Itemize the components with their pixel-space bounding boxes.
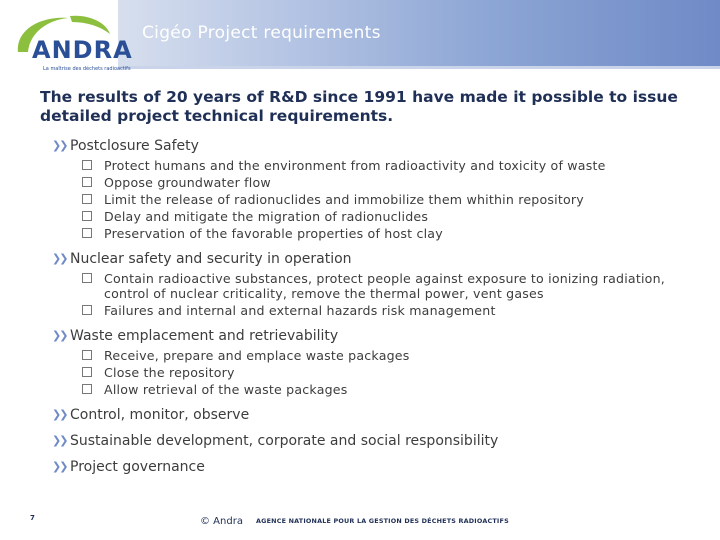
- list-item: Delay and mitigate the migration of radi…: [52, 209, 712, 224]
- list-item-text: Close the repository: [104, 365, 235, 380]
- double-chevron-icon: ❯❯: [52, 252, 69, 265]
- double-chevron-icon: ❯❯: [52, 408, 69, 421]
- slide-title: Cigéo Project requirements: [142, 23, 381, 43]
- section-title: Postclosure Safety: [70, 138, 199, 154]
- list-item: Contain radioactive substances, protect …: [52, 271, 712, 301]
- logo-tagline: La maîtrise des déchets radioactifs: [43, 66, 131, 72]
- section-heading: ❯❯ Project governance: [52, 457, 712, 477]
- list-item: Protect humans and the environment from …: [52, 158, 712, 173]
- header-divider: [118, 66, 720, 69]
- list-item: Limit the release of radionuclides and i…: [52, 192, 712, 207]
- square-bullet-icon: [82, 350, 92, 360]
- list-item: Receive, prepare and emplace waste packa…: [52, 348, 712, 363]
- logo-wordmark: ANDRA: [32, 36, 133, 64]
- copyright-notice: © Andra: [200, 516, 243, 527]
- slide-header: Cigéo Project requirements ANDRA La maît…: [0, 0, 720, 90]
- slide-footer: 7 © Andra AGENCE NATIONALE POUR LA GESTI…: [0, 512, 720, 532]
- list-item-text: Delay and mitigate the migration of radi…: [104, 209, 429, 224]
- square-bullet-icon: [82, 367, 92, 377]
- square-bullet-icon: [82, 305, 92, 315]
- square-bullet-icon: [82, 211, 92, 221]
- list-item: Close the repository: [52, 365, 712, 380]
- square-bullet-icon: [82, 160, 92, 170]
- list-item-text: Allow retrieval of the waste packages: [104, 382, 348, 397]
- double-chevron-icon: ❯❯: [52, 460, 69, 473]
- list-item-text: Limit the release of radionuclides and i…: [104, 192, 584, 207]
- list-item-text: Protect humans and the environment from …: [104, 158, 606, 173]
- agency-name: AGENCE NATIONALE POUR LA GESTION DES DÉC…: [256, 517, 509, 525]
- section-title: Waste emplacement and retrievability: [70, 328, 339, 344]
- page-number: 7: [30, 514, 35, 522]
- section-title: Project governance: [70, 459, 205, 475]
- list-item: Failures and internal and external hazar…: [52, 303, 712, 318]
- list-item: Allow retrieval of the waste packages: [52, 382, 712, 397]
- double-chevron-icon: ❯❯: [52, 329, 69, 342]
- square-bullet-icon: [82, 194, 92, 204]
- section-title: Nuclear safety and security in operation: [70, 251, 352, 267]
- list-item: Preservation of the favorable properties…: [52, 226, 712, 241]
- section-heading: ❯❯ Postclosure Safety: [52, 136, 712, 156]
- square-bullet-icon: [82, 273, 92, 283]
- andra-logo: ANDRA La maîtrise des déchets radioactif…: [10, 8, 132, 78]
- list-item-text: Failures and internal and external hazar…: [104, 303, 496, 318]
- list-item-text: Contain radioactive substances, protect …: [104, 271, 665, 301]
- section-heading: ❯❯ Control, monitor, observe: [52, 405, 712, 425]
- list-item: Oppose groundwater flow: [52, 175, 712, 190]
- logo-swoosh-icon: [17, 15, 110, 52]
- section-heading: ❯❯ Nuclear safety and security in operati…: [52, 249, 712, 269]
- section-heading: ❯❯ Sustainable development, corporate and…: [52, 431, 712, 451]
- requirements-list: ❯❯ Postclosure Safety Protect humans and t…: [52, 136, 712, 483]
- square-bullet-icon: [82, 228, 92, 238]
- intro-statement: The results of 20 years of R&D since 199…: [40, 88, 678, 125]
- section-title: Control, monitor, observe: [70, 407, 250, 423]
- double-chevron-icon: ❯❯: [52, 139, 69, 152]
- section-title: Sustainable development, corporate and s…: [70, 433, 499, 449]
- list-item-text: Oppose groundwater flow: [104, 175, 271, 190]
- list-item-text: Receive, prepare and emplace waste packa…: [104, 348, 410, 363]
- square-bullet-icon: [82, 384, 92, 394]
- double-chevron-icon: ❯❯: [52, 434, 69, 447]
- list-item-text: Preservation of the favorable properties…: [104, 226, 443, 241]
- section-heading: ❯❯ Waste emplacement and retrievability: [52, 326, 712, 346]
- square-bullet-icon: [82, 177, 92, 187]
- header-band: [118, 0, 720, 66]
